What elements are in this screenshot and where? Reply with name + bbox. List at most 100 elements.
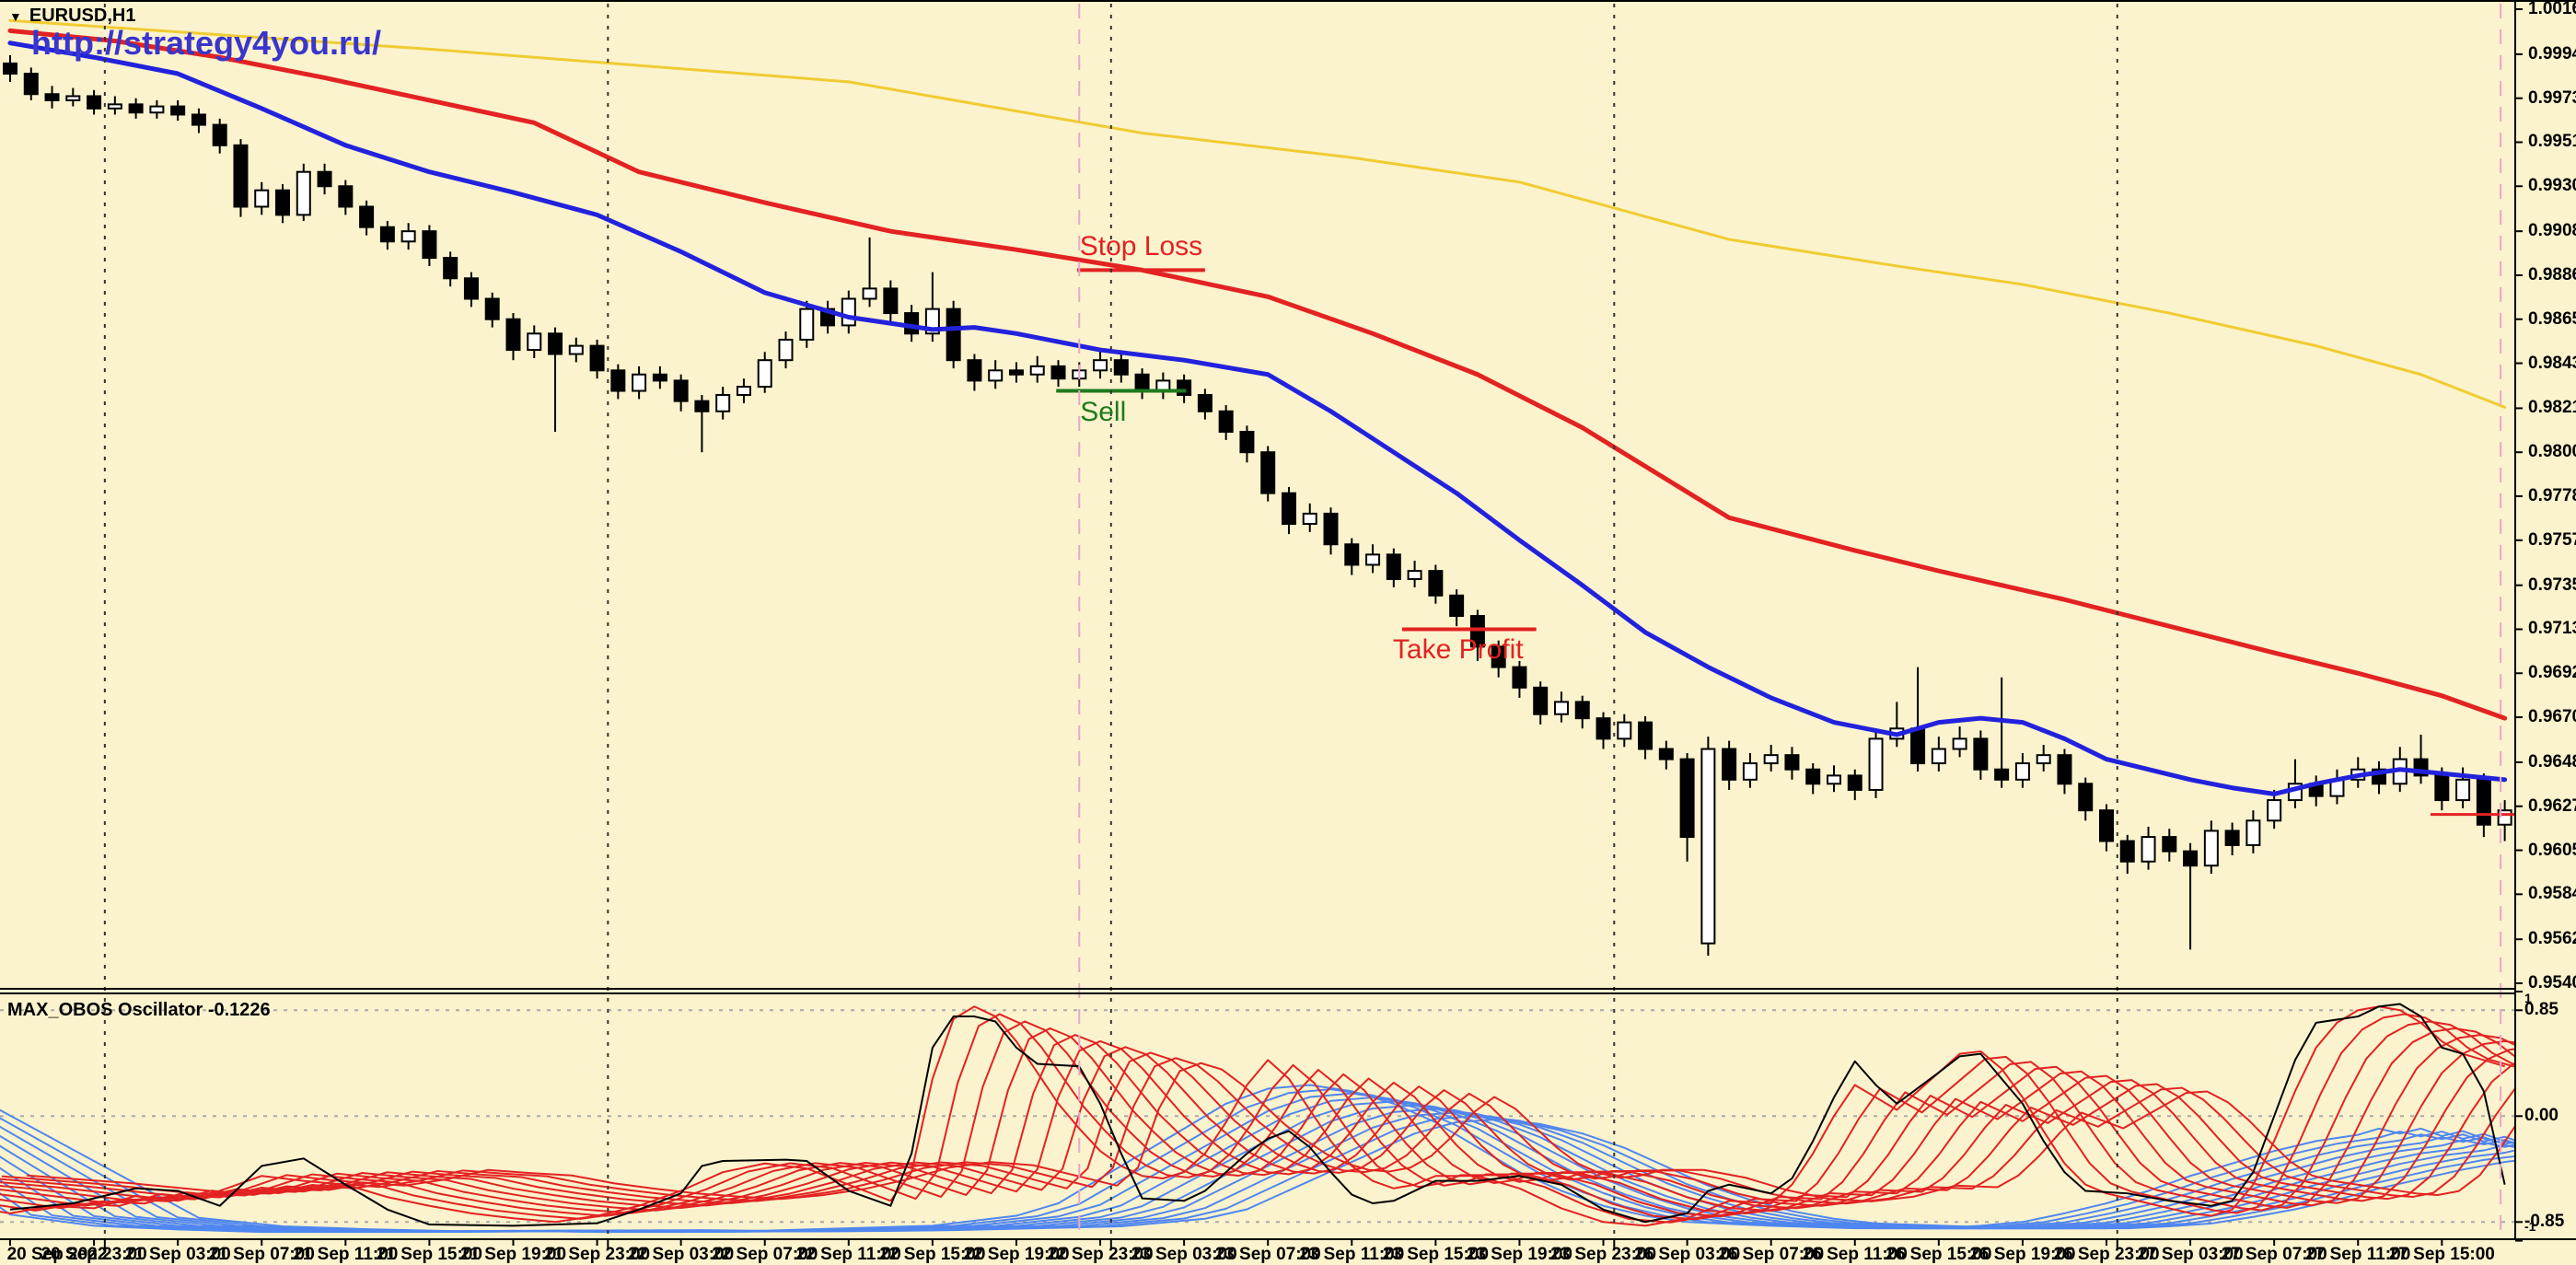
time-tick-label: 22 Sep 11:00 bbox=[795, 1245, 901, 1264]
bear-candle bbox=[128, 103, 144, 114]
bear-candle bbox=[233, 144, 249, 208]
bear-candle bbox=[946, 308, 961, 362]
ma-red bbox=[7, 28, 2508, 721]
time-tick-label: 21 Sep 03:00 bbox=[124, 1245, 231, 1264]
time-tick-label: 26 Sep 03:00 bbox=[1634, 1245, 1741, 1264]
bull-candle bbox=[65, 95, 81, 101]
oscillator-panel[interactable] bbox=[0, 1003, 2576, 1234]
time-tick-label: 22 Sep 23:00 bbox=[1047, 1245, 1154, 1264]
bear-candle bbox=[1218, 410, 1234, 433]
price-tick-label: 0.99945 bbox=[2528, 43, 2576, 64]
bear-candle bbox=[1533, 686, 1549, 715]
time-tick-label: 22 Sep 19:00 bbox=[963, 1245, 1070, 1264]
bull-candle bbox=[527, 332, 542, 352]
bear-candle bbox=[505, 318, 521, 352]
price-tick-label: 0.97350 bbox=[2528, 574, 2576, 595]
bear-candle bbox=[1260, 451, 1276, 494]
bear-candle bbox=[1994, 768, 2010, 781]
bear-candle bbox=[967, 359, 982, 382]
bear-candle bbox=[1323, 512, 1339, 546]
bull-candle bbox=[1029, 365, 1045, 376]
bear-candle bbox=[1491, 645, 1506, 668]
time-tick-label: 23 Sep 11:00 bbox=[1299, 1245, 1405, 1264]
bear-candle bbox=[1449, 594, 1465, 618]
bear-candle bbox=[548, 332, 563, 355]
blue-fan-base bbox=[0, 1084, 2505, 1234]
time-tick-label: 27 Sep 11:00 bbox=[2305, 1245, 2411, 1264]
price-tick-label: 0.99730 bbox=[2528, 87, 2576, 108]
bull-candle bbox=[1868, 737, 1884, 791]
bear-candle bbox=[44, 93, 60, 101]
price-tick-label: 0.99300 bbox=[2528, 176, 2576, 196]
time-tick-label: 27 Sep 07:00 bbox=[2221, 1245, 2327, 1264]
price-tick-label: 0.98650 bbox=[2528, 308, 2576, 329]
time-tick-label: 23 Sep 07:00 bbox=[1214, 1245, 1321, 1264]
bear-candle bbox=[87, 95, 102, 110]
bull-candle bbox=[1093, 359, 1108, 372]
price-tick-label: 0.95405 bbox=[2528, 973, 2576, 992]
chevron-down-icon[interactable]: ▼ bbox=[9, 8, 22, 24]
bull-candle bbox=[2014, 762, 2030, 781]
bull-candle bbox=[1826, 774, 1841, 785]
price-tick-label: 0.97785 bbox=[2528, 486, 2576, 505]
bear-candle bbox=[1722, 748, 1737, 781]
bull-candle bbox=[2245, 819, 2261, 846]
bear-candle bbox=[673, 379, 689, 402]
bull-candle bbox=[2267, 799, 2282, 822]
bear-candle bbox=[463, 277, 479, 300]
bear-candle bbox=[3, 62, 17, 75]
bull-candle bbox=[568, 344, 584, 355]
bear-candle bbox=[359, 205, 375, 228]
oscillator-value: -0.1226 bbox=[207, 1000, 271, 1020]
price-tick-label: 0.95840 bbox=[2528, 884, 2576, 904]
price-tick-label: 0.99080 bbox=[2528, 221, 2576, 241]
bear-candle bbox=[1428, 570, 1444, 597]
time-tick-label: 22 Sep 07:00 bbox=[712, 1245, 818, 1264]
bear-candle bbox=[1595, 717, 1611, 740]
time-tick-label: 23 Sep 03:00 bbox=[1131, 1245, 1237, 1264]
time-tick-label: 20 Sep 23:00 bbox=[41, 1245, 147, 1264]
bear-candle bbox=[2057, 754, 2072, 785]
bear-candle bbox=[170, 105, 186, 116]
bull-candle bbox=[107, 103, 122, 110]
bear-candle bbox=[317, 170, 332, 188]
time-tick-label: 23 Sep 15:00 bbox=[1382, 1245, 1489, 1264]
black-line bbox=[9, 1003, 2506, 1227]
time-tick-label: 23 Sep 19:00 bbox=[1466, 1245, 1573, 1264]
time-tick-label: 22 Sep 15:00 bbox=[879, 1245, 986, 1264]
bull-candle bbox=[296, 170, 311, 216]
price-tick-label: 0.95620 bbox=[2528, 929, 2576, 949]
bear-candle bbox=[694, 400, 710, 412]
bull-candle bbox=[400, 230, 416, 243]
red-fan-base bbox=[0, 1013, 2515, 1224]
bear-candle bbox=[1469, 615, 1485, 648]
bear-candle bbox=[2434, 774, 2450, 802]
price-tick-label: 0.98215 bbox=[2528, 398, 2576, 418]
time-tick-label: 22 Sep 03:00 bbox=[628, 1245, 735, 1264]
bear-candle bbox=[2183, 850, 2199, 867]
bear-candle bbox=[610, 369, 626, 392]
price-tick-label: 0.98435 bbox=[2528, 353, 2576, 373]
bear-candle bbox=[23, 73, 39, 96]
bear-candle bbox=[191, 113, 206, 126]
bull-candle bbox=[778, 338, 794, 362]
price-tick-label: 0.96705 bbox=[2528, 707, 2576, 727]
price-tick-label: 0.96485 bbox=[2528, 751, 2576, 772]
bull-candle bbox=[1763, 754, 1779, 765]
bear-candle bbox=[2162, 836, 2177, 853]
oscillator-tick-label: -1 bbox=[2524, 1219, 2536, 1234]
bear-candle bbox=[2099, 809, 2114, 842]
bull-candle bbox=[1365, 553, 1381, 566]
bear-candle bbox=[484, 297, 500, 320]
bull-candle bbox=[632, 373, 647, 392]
bull-candle bbox=[1931, 748, 1946, 765]
bear-candle bbox=[1386, 553, 1401, 581]
symbol-label-row: ▼ EURUSD,H1 bbox=[9, 6, 135, 27]
time-tick-label: 21 Sep 23:00 bbox=[543, 1245, 651, 1264]
blue-fan-base bbox=[0, 1088, 2515, 1234]
main-panel[interactable] bbox=[3, 18, 2515, 956]
bull-candle bbox=[2455, 778, 2471, 802]
bull-candle bbox=[988, 369, 1004, 382]
bear-candle bbox=[422, 230, 437, 260]
